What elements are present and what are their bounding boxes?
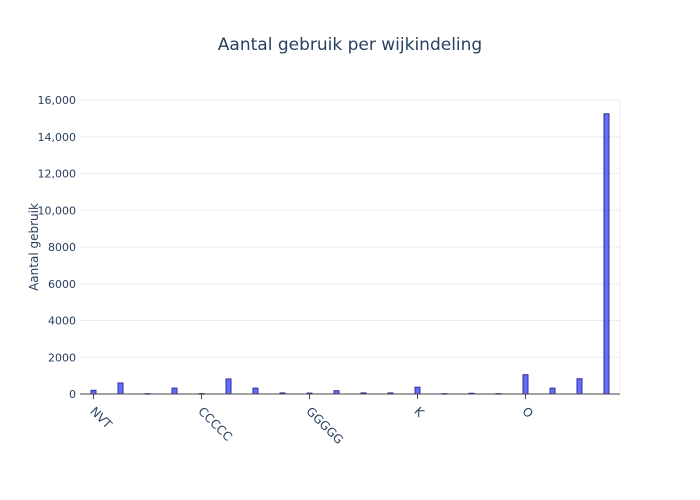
bar bbox=[414, 386, 421, 395]
y-tick-label: 4000 bbox=[48, 315, 76, 328]
bar bbox=[171, 387, 178, 395]
y-tick-label: 10,000 bbox=[38, 204, 77, 217]
x-tick-label: CCCCC bbox=[195, 404, 235, 444]
chart-title: Aantal gebruik per wijkindeling bbox=[218, 35, 482, 55]
y-tick-label: 6000 bbox=[48, 278, 76, 291]
y-tick-label: 12,000 bbox=[38, 168, 77, 181]
y-tick-label: 0 bbox=[69, 388, 76, 401]
y-tick-label: 14,000 bbox=[38, 131, 77, 144]
y-tick-label: 8000 bbox=[48, 241, 76, 254]
x-tick-label: GGGGG bbox=[303, 404, 346, 447]
bar bbox=[225, 378, 232, 395]
bar bbox=[576, 378, 583, 395]
y-axis-ticks: 0 2000 4000 6000 8000 10,000 12,000 14,000 16,00… bbox=[38, 94, 77, 401]
y-tick-label: 16,000 bbox=[38, 94, 77, 107]
y-tick-label: 2000 bbox=[48, 351, 76, 364]
x-axis-ticks: NVT CCCCC GGGGG K O bbox=[87, 394, 536, 447]
y-axis-label: Aantal gebruik bbox=[27, 203, 41, 291]
bar bbox=[603, 113, 610, 395]
bar bbox=[90, 389, 97, 395]
bar bbox=[522, 374, 529, 395]
bars bbox=[90, 113, 610, 395]
bar bbox=[549, 387, 556, 395]
x-tick-label: NVT bbox=[87, 404, 115, 432]
bar bbox=[252, 387, 259, 395]
gridlines bbox=[80, 99, 621, 394]
x-tick-label: O bbox=[519, 404, 536, 421]
bar bbox=[117, 382, 124, 395]
x-tick-label: K bbox=[411, 404, 427, 420]
